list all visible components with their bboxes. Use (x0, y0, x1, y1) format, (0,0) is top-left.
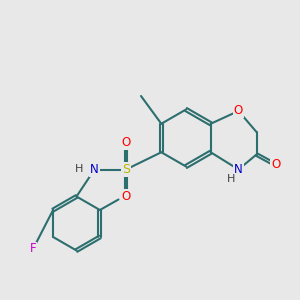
Text: O: O (122, 190, 130, 203)
Text: N: N (90, 163, 99, 176)
Text: O: O (234, 104, 243, 118)
Text: O: O (272, 158, 280, 172)
Text: O: O (122, 136, 130, 149)
Text: N: N (234, 163, 243, 176)
Text: H: H (227, 173, 235, 184)
Text: H: H (75, 164, 84, 175)
Text: F: F (30, 242, 36, 256)
Text: S: S (122, 163, 130, 176)
